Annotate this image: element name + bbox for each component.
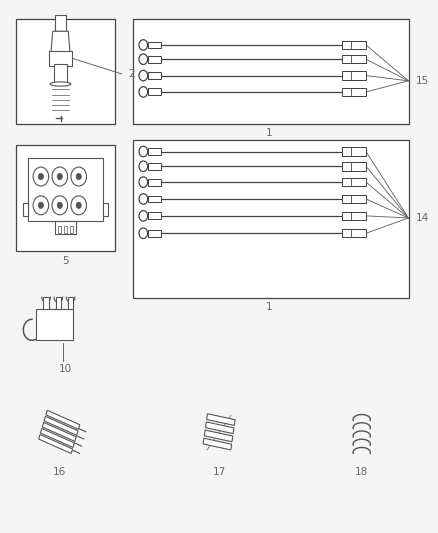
Bar — [342, 71, 366, 80]
Circle shape — [139, 228, 148, 239]
Bar — [40, 429, 74, 447]
Bar — [16, 19, 115, 124]
Bar — [342, 212, 366, 220]
Bar — [55, 221, 76, 235]
Bar — [23, 203, 28, 216]
Bar — [148, 72, 161, 79]
Text: 16: 16 — [53, 467, 66, 477]
Bar — [46, 410, 80, 429]
Text: 1: 1 — [265, 302, 272, 312]
Bar — [43, 297, 49, 309]
Text: 18: 18 — [355, 467, 368, 477]
Bar — [64, 227, 67, 233]
Circle shape — [33, 167, 49, 186]
Circle shape — [139, 146, 148, 157]
Bar — [342, 229, 366, 238]
Circle shape — [71, 196, 87, 215]
Circle shape — [52, 167, 67, 186]
Circle shape — [76, 173, 81, 180]
Bar — [148, 56, 161, 63]
Bar — [204, 430, 233, 442]
Bar — [16, 145, 115, 251]
Text: 17: 17 — [212, 467, 226, 477]
Bar — [68, 297, 73, 309]
Circle shape — [139, 54, 148, 64]
Bar — [28, 158, 103, 221]
Bar — [148, 42, 161, 49]
Text: 2: 2 — [128, 69, 135, 79]
Bar — [39, 434, 73, 454]
Bar — [148, 230, 161, 237]
Circle shape — [139, 177, 148, 188]
Bar — [342, 147, 366, 156]
Bar — [70, 227, 73, 233]
Bar — [36, 309, 73, 341]
Bar — [148, 196, 161, 203]
Bar — [205, 422, 234, 433]
Bar — [133, 19, 409, 124]
Circle shape — [52, 196, 67, 215]
Bar — [148, 179, 161, 185]
Circle shape — [57, 173, 62, 180]
Text: 10: 10 — [59, 364, 72, 374]
Bar — [53, 64, 67, 84]
Bar — [58, 227, 61, 233]
Bar — [342, 178, 366, 187]
Text: 15: 15 — [416, 76, 429, 86]
Bar — [49, 51, 72, 66]
Bar — [342, 55, 366, 63]
Polygon shape — [51, 31, 70, 52]
Text: 5: 5 — [62, 256, 69, 266]
Bar — [55, 15, 66, 31]
Bar — [342, 88, 366, 96]
Bar — [342, 162, 366, 171]
Circle shape — [38, 173, 43, 180]
Circle shape — [139, 161, 148, 172]
Circle shape — [139, 193, 148, 204]
Circle shape — [139, 70, 148, 81]
Bar — [42, 422, 76, 441]
Circle shape — [76, 202, 81, 208]
Bar — [56, 297, 61, 309]
Bar — [207, 414, 235, 425]
Text: 14: 14 — [416, 213, 429, 223]
Circle shape — [139, 211, 148, 221]
Bar — [103, 203, 108, 216]
Bar — [342, 41, 366, 49]
Ellipse shape — [50, 82, 71, 86]
Circle shape — [139, 87, 148, 97]
Circle shape — [38, 202, 43, 208]
Bar — [148, 163, 161, 169]
Bar — [44, 416, 78, 435]
Circle shape — [71, 167, 87, 186]
Bar — [133, 140, 409, 298]
Circle shape — [33, 196, 49, 215]
Circle shape — [57, 202, 62, 208]
Text: 1: 1 — [265, 128, 272, 138]
Bar — [148, 148, 161, 155]
Bar — [203, 438, 232, 450]
Bar — [148, 213, 161, 219]
Bar — [342, 195, 366, 203]
Bar — [148, 88, 161, 95]
Circle shape — [139, 39, 148, 50]
